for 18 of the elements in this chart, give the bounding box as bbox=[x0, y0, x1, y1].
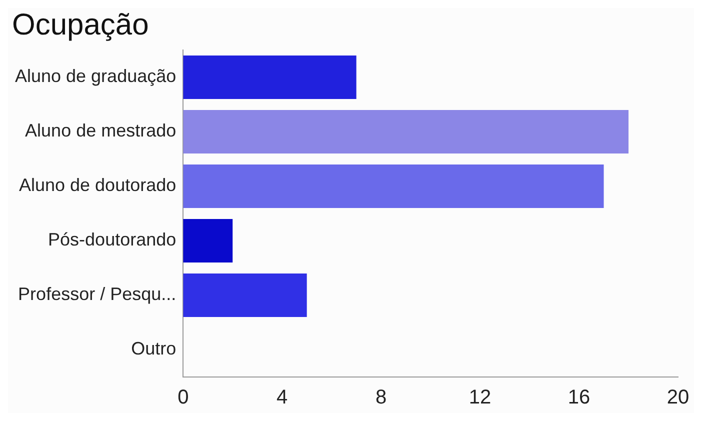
x-tick-label: 4 bbox=[276, 386, 288, 409]
x-tick-label: 16 bbox=[568, 386, 590, 409]
bar bbox=[183, 110, 629, 154]
bar bbox=[183, 55, 356, 100]
y-tick-label: Pós-doutorando bbox=[48, 230, 176, 250]
y-tick-label: Aluno de doutorado bbox=[18, 175, 176, 196]
x-tick-label: 12 bbox=[468, 386, 492, 409]
y-tick-label: Professor / Pesqu... bbox=[18, 284, 176, 304]
bar bbox=[183, 273, 307, 318]
chart-title: Ocupação bbox=[12, 8, 149, 42]
bar bbox=[183, 218, 233, 263]
bar bbox=[183, 164, 604, 208]
y-tick-label: Aluno de graduação bbox=[14, 66, 176, 86]
x-tick-label: 0 bbox=[178, 386, 189, 409]
x-tick-label: 8 bbox=[376, 386, 387, 409]
y-tick-label: Aluno de mestrado bbox=[25, 120, 176, 141]
y-tick-label: Outro bbox=[131, 338, 176, 359]
x-tick-label: 20 bbox=[666, 386, 690, 409]
